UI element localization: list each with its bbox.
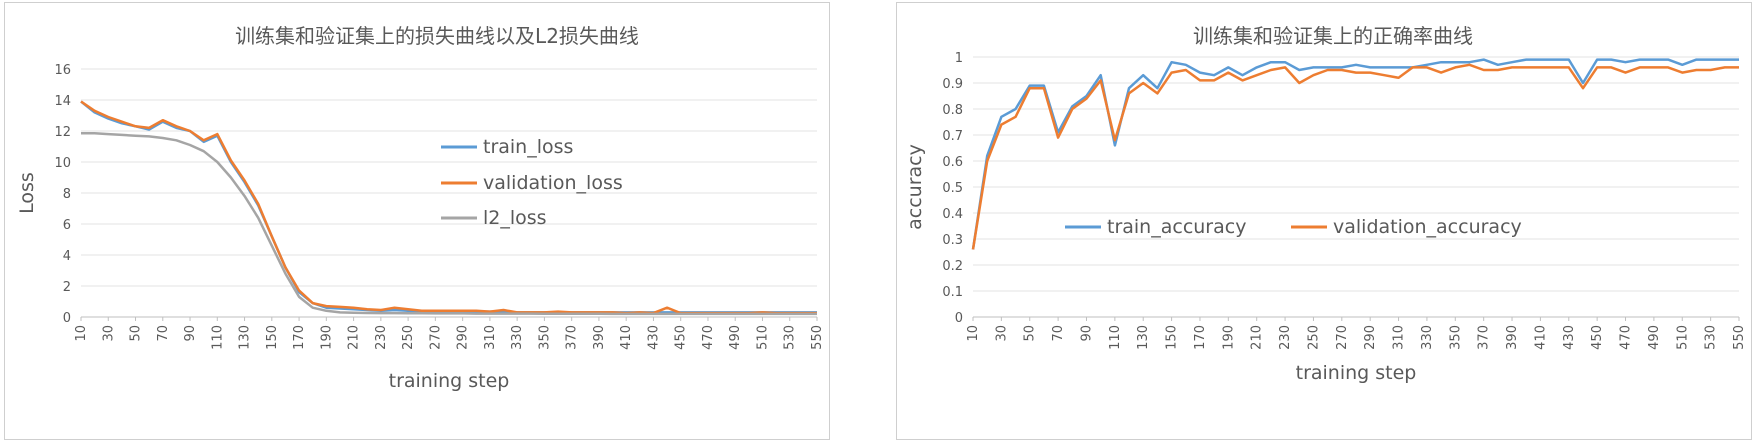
y-tick-label: 0.8	[942, 103, 963, 118]
x-tick-label: 70	[1051, 325, 1066, 342]
x-tick-label: 50	[129, 325, 144, 342]
y-axis-label: Loss	[16, 172, 38, 214]
x-tick-label: 110	[1108, 325, 1123, 350]
x-tick-label: 470	[701, 325, 716, 350]
x-tick-label: 230	[1278, 325, 1293, 350]
y-tick-label: 16	[54, 63, 71, 78]
series-line-l2_loss	[81, 132, 817, 316]
x-axis-label: training step	[389, 370, 510, 392]
x-tick-label: 90	[1079, 325, 1094, 342]
x-tick-label: 70	[156, 325, 171, 342]
y-tick-label: 0	[955, 311, 963, 326]
y-tick-label: 8	[63, 187, 71, 202]
x-tick-label: 430	[646, 325, 661, 350]
x-tick-label: 170	[1193, 325, 1208, 350]
x-tick-label: 190	[319, 325, 334, 350]
x-tick-label: 330	[510, 325, 525, 350]
y-tick-label: 10	[54, 156, 71, 171]
series-line-train_accuracy	[971, 58, 1739, 250]
x-tick-label: 130	[1136, 325, 1151, 350]
x-tick-label: 510	[755, 325, 770, 350]
x-tick-label: 370	[565, 325, 580, 350]
y-tick-label: 0.9	[942, 77, 963, 92]
accuracy-chart: 训练集和验证集上的正确率曲线 0 0.1 0.2 0.3 0.4 0.5 0.6 0.7 0.8 0…	[904, 24, 1747, 384]
x-tick-label: 310	[483, 325, 498, 350]
y-axis-label: accuracy	[904, 144, 926, 230]
y-tick-label: 0.7	[942, 129, 963, 144]
x-tick-label: 170	[292, 325, 307, 350]
x-axis-label: training step	[1296, 362, 1417, 384]
x-tick-label: 270	[428, 325, 443, 350]
x-tick-label: 450	[1590, 325, 1605, 350]
x-tick-label: 530	[1704, 325, 1719, 350]
x-tick-label: 230	[374, 325, 389, 350]
chart-title: 训练集和验证集上的正确率曲线	[1193, 24, 1473, 48]
x-tick-label: 30	[101, 325, 116, 342]
x-tick-label: 550	[810, 325, 825, 350]
legend-label-train_accuracy: train_accuracy	[1107, 216, 1246, 238]
x-tick-label: 90	[183, 325, 198, 342]
x-tick-label: 350	[537, 325, 552, 350]
x-tick-label: 350	[1448, 325, 1463, 350]
x-tick-label: 490	[728, 325, 743, 350]
accuracy-chart-panel: 训练集和验证集上的正确率曲线 0 0.1 0.2 0.3 0.4 0.5 0.6 0.7 0.8 0…	[896, 2, 1752, 440]
y-tick-label: 0.3	[942, 233, 963, 248]
x-tick-label: 150	[1165, 325, 1180, 350]
y-tick-label: 0.6	[942, 155, 963, 170]
x-tick-label: 250	[401, 325, 416, 350]
x-tick-label: 10	[74, 325, 89, 342]
x-tick-label: 390	[592, 325, 607, 350]
x-tick-label: 310	[1392, 325, 1407, 350]
legend-label-train_loss: train_loss	[483, 136, 573, 158]
loss-chart-panel: 训练集和验证集上的损失曲线以及L2损失曲线 0 2 4 6 8 10 12 14 16 10 30 50…	[4, 2, 830, 440]
x-tick-label: 150	[265, 325, 280, 350]
x-tick-label: 250	[1306, 325, 1321, 350]
y-tick-label: 6	[63, 218, 71, 233]
legend-label-validation_loss: validation_loss	[483, 172, 623, 194]
x-tick-label: 30	[994, 325, 1009, 342]
y-tick-label: 0	[63, 311, 71, 326]
loss-chart: 训练集和验证集上的损失曲线以及L2损失曲线 0 2 4 6 8 10 12 14 16 10 30 50…	[16, 24, 825, 392]
x-tick-label: 470	[1619, 325, 1634, 350]
x-tick-label: 390	[1505, 325, 1520, 350]
y-tick-label: 1	[955, 51, 963, 66]
x-tick-label: 10	[966, 325, 981, 342]
x-tick-label: 330	[1420, 325, 1435, 350]
y-tick-label: 0.1	[942, 285, 963, 300]
x-tick-label: 450	[674, 325, 689, 350]
x-tick-label: 210	[1250, 325, 1265, 350]
y-tick-label: 4	[63, 249, 71, 264]
x-tick-label: 550	[1732, 325, 1747, 350]
x-tick-label: 290	[1363, 325, 1378, 350]
y-tick-label: 2	[63, 280, 71, 295]
x-tick-label: 490	[1647, 325, 1662, 350]
x-tick-label: 410	[1533, 325, 1548, 350]
x-tick-label: 530	[783, 325, 798, 350]
legend-label-l2_loss: l2_loss	[483, 207, 547, 229]
x-tick-label: 210	[347, 325, 362, 350]
series-line-validation_accuracy	[971, 63, 1739, 250]
x-tick-label: 50	[1023, 325, 1038, 342]
series-line-validation_loss	[80, 100, 817, 315]
chart-title: 训练集和验证集上的损失曲线以及L2损失曲线	[235, 24, 639, 48]
x-tick-label: 130	[238, 325, 253, 350]
x-tick-label: 110	[210, 325, 225, 350]
x-tick-label: 430	[1562, 325, 1577, 350]
x-tick-label: 270	[1335, 325, 1350, 350]
x-tick-label: 370	[1477, 325, 1492, 350]
y-tick-label: 12	[54, 125, 71, 140]
y-tick-label: 0.4	[942, 207, 963, 222]
y-tick-label: 0.5	[942, 181, 963, 196]
x-tick-label: 410	[619, 325, 634, 350]
y-tick-label: 0.2	[942, 259, 963, 274]
y-tick-label: 14	[54, 94, 71, 109]
x-tick-label: 290	[456, 325, 471, 350]
legend-label-validation_accuracy: validation_accuracy	[1333, 216, 1522, 238]
x-tick-label: 510	[1675, 325, 1690, 350]
x-tick-label: 190	[1221, 325, 1236, 350]
